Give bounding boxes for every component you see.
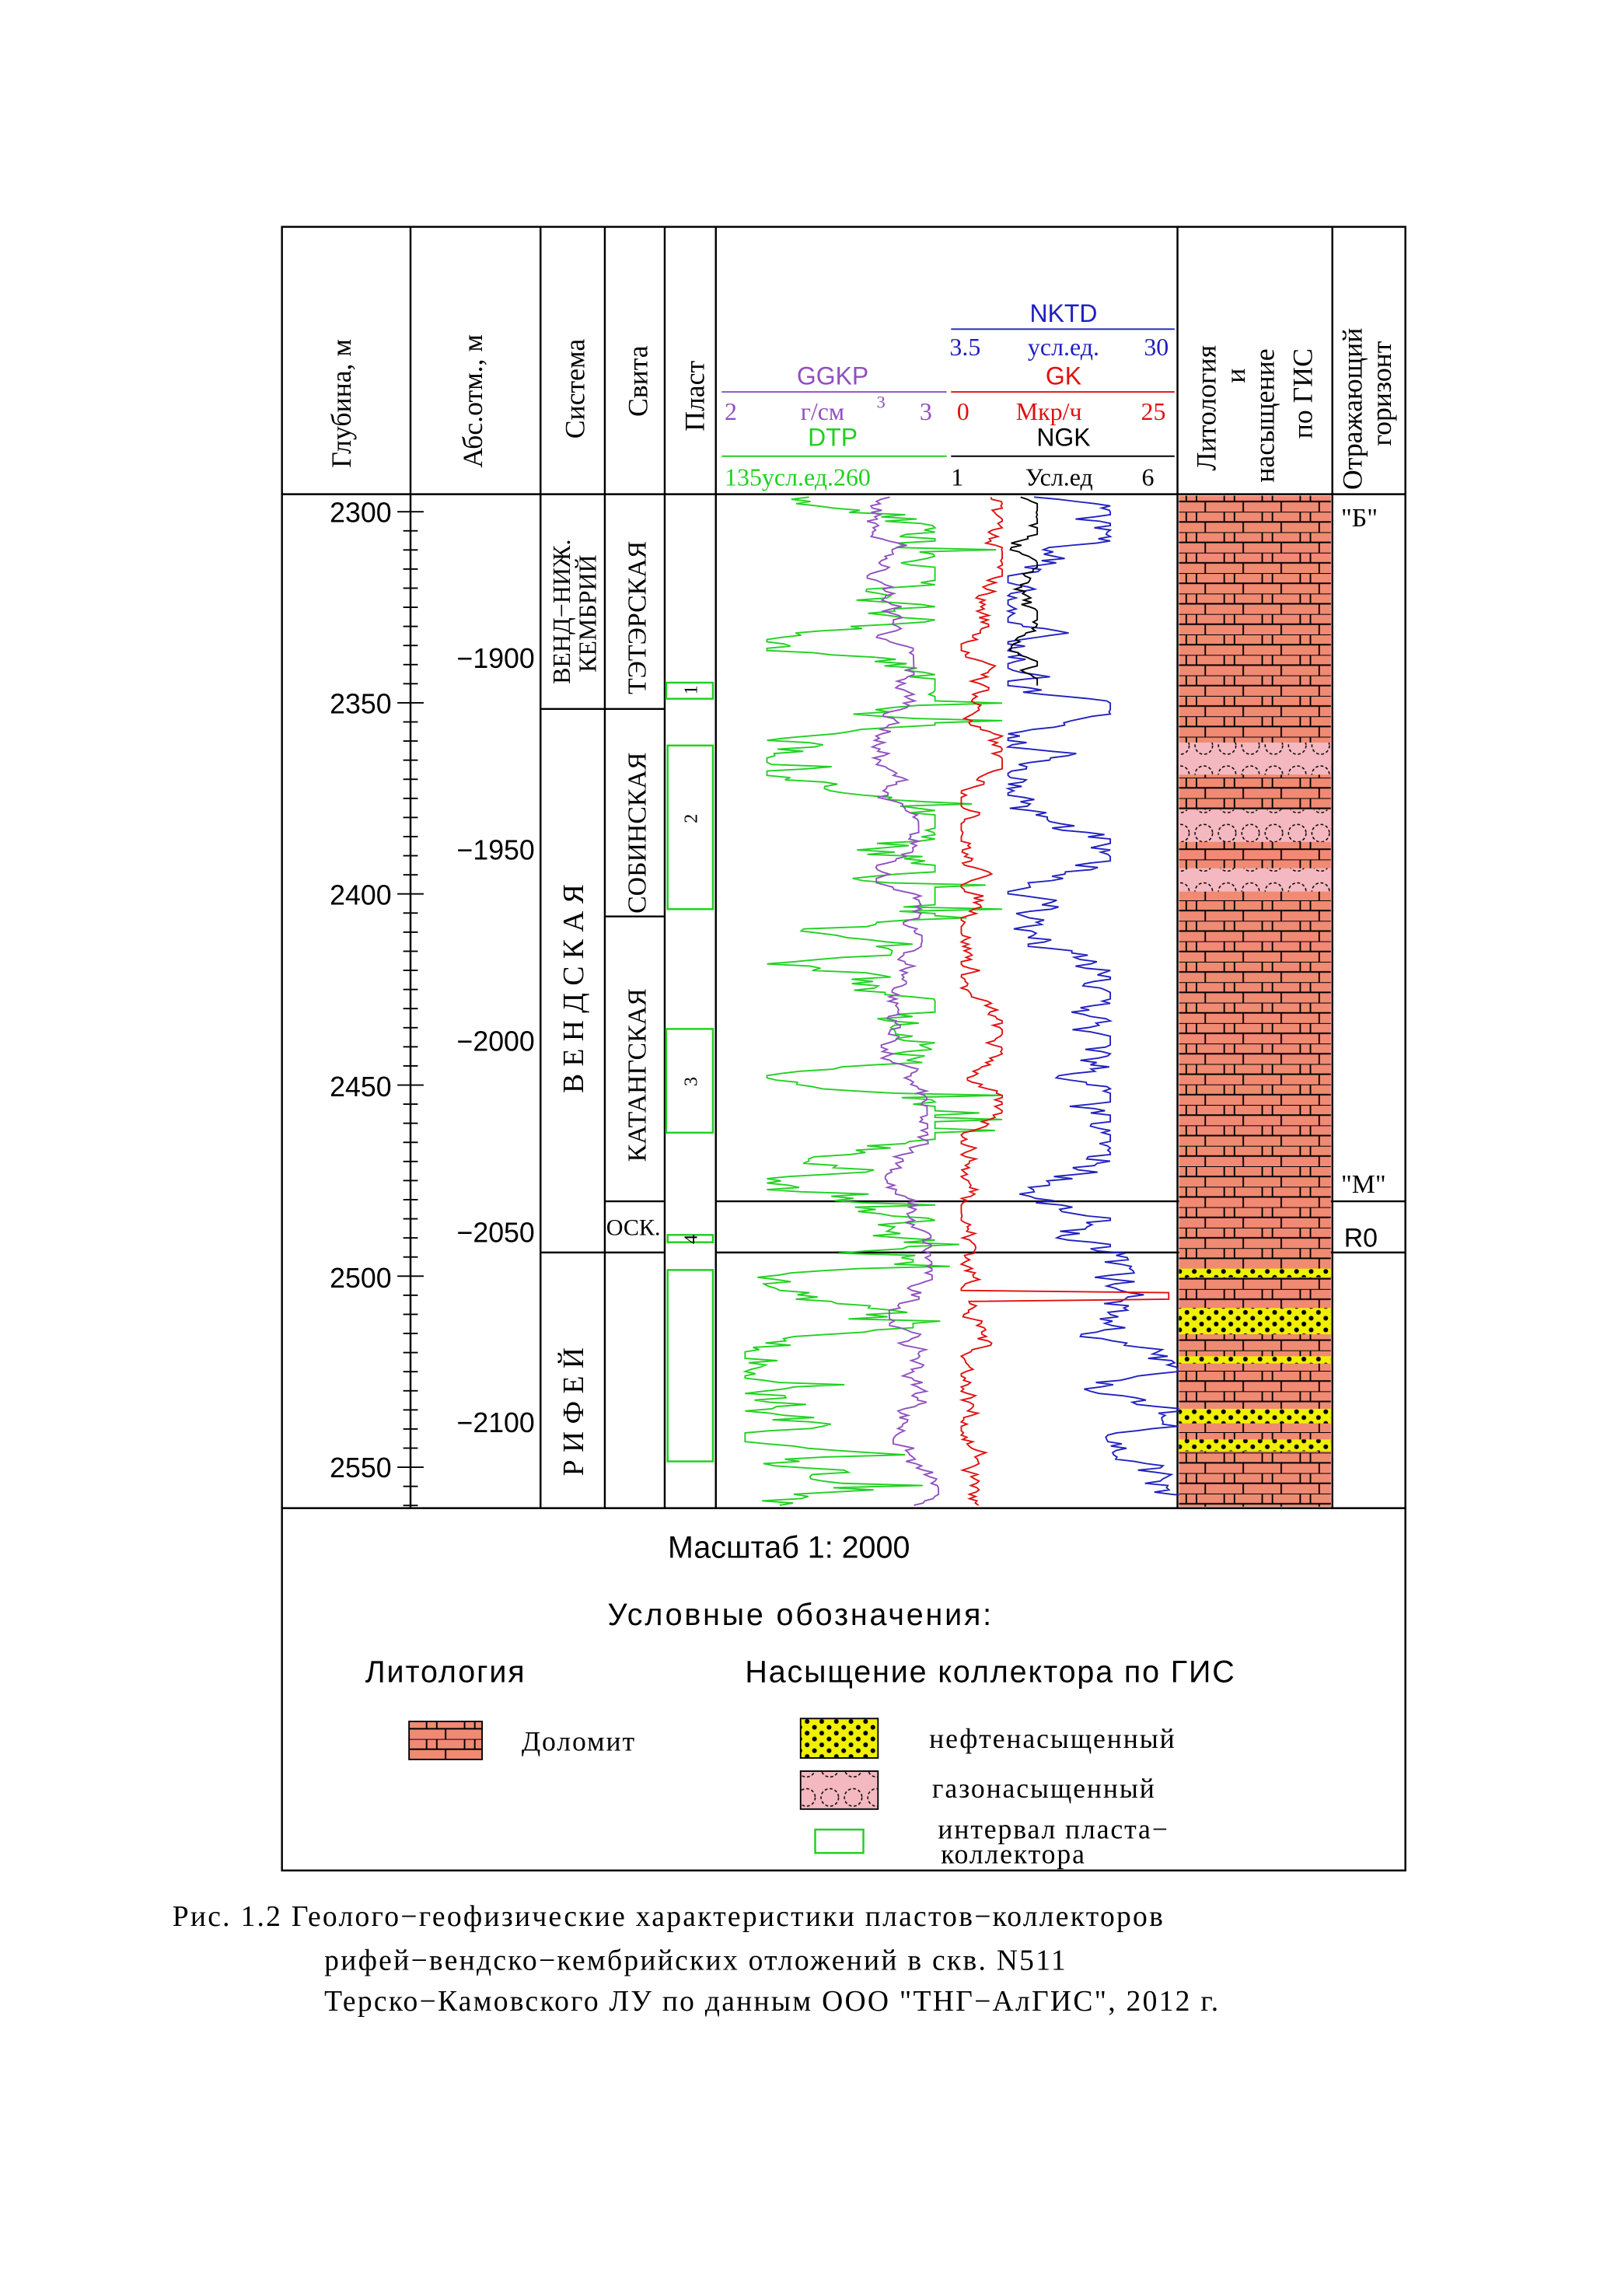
dolomite-label: Доломит — [522, 1726, 636, 1757]
legend: Масштаб 1: 2000 Условные обозначения: Ли… — [365, 1531, 1235, 1870]
depth-tick-label: 2450 — [330, 1071, 391, 1103]
horizon-r0: R0 — [1344, 1223, 1378, 1253]
gas-swatch — [799, 1770, 879, 1810]
depth-tick-label: 2300 — [330, 497, 391, 528]
abs-tick-label: −2100 — [457, 1407, 535, 1438]
dtp-curve — [742, 496, 1003, 1506]
oil-swatch — [799, 1718, 879, 1759]
curve-legends: NKTD 3.5 усл.ед. 30 GGKP 2 г/см 3 3 GK 0… — [721, 299, 1175, 491]
oil-label: нефтенасыщенный — [929, 1723, 1176, 1754]
depth-tick-label: 2400 — [330, 880, 391, 911]
suite-osk: ОСК. — [606, 1214, 661, 1240]
ggkp-name: GGKP — [797, 362, 868, 390]
interval-label: интервал пласта− — [938, 1813, 1169, 1844]
oil-interval — [1179, 1308, 1331, 1335]
gas-interval — [1179, 868, 1331, 892]
ggkp-unit-sup: 3 — [876, 393, 885, 412]
layer-label: 4 — [680, 1235, 701, 1244]
nktd-name: NKTD — [1030, 299, 1098, 327]
legend-title: Условные обозначения: — [608, 1598, 994, 1632]
depth-tick-label: 2500 — [330, 1263, 391, 1294]
suites: ТЭТЭРСКАЯ СОБИНСКАЯ КАТАНГСКАЯ ОСК. — [606, 541, 661, 1241]
ngk-max: 6 — [1142, 463, 1155, 491]
gk-curve — [959, 497, 1170, 1506]
suite-sobinskaya: СОБИНСКАЯ — [624, 753, 652, 914]
abs-tick-label: −1950 — [457, 834, 535, 865]
dtp-range: 135усл.ед.260 — [725, 463, 871, 491]
horizons: "Б" "М" R0 — [1341, 504, 1386, 1253]
gas-interval — [1179, 743, 1331, 775]
ngk-name: NGK — [1036, 424, 1090, 452]
saturation-title: Насыщение коллектора по ГИС — [745, 1655, 1235, 1689]
layer-label: 3 — [680, 1077, 701, 1086]
nktd-max: 30 — [1144, 334, 1169, 361]
abs-tick-label: −1900 — [457, 643, 535, 674]
layer-label: 1 — [680, 685, 701, 694]
abs-scale: −1900 −1950 −2000 −2050 −2100 — [457, 643, 535, 1438]
system-vendian: В Е Н Д С К А Я — [558, 884, 590, 1093]
header-lithology: Литология — [1190, 345, 1221, 471]
systems: ВЕНД−НИЖ. КЕМБРИЙ В Е Н Д С К А Я Р И Ф … — [548, 539, 602, 1476]
suite-katangskaya: КАТАНГСКАЯ — [624, 988, 652, 1162]
layer-label: 2 — [680, 814, 701, 823]
ngk-curve — [1008, 496, 1039, 686]
scale-label: Масштаб 1: 2000 — [668, 1531, 910, 1565]
gk-unit: Мкр/ч — [1016, 398, 1082, 425]
depth-scale: 2300 2350 2400 2450 2500 2550 — [330, 497, 424, 1507]
header-abs: Абс.отм., м — [457, 334, 488, 468]
gk-name: GK — [1046, 362, 1081, 390]
ggkp-min: 2 — [725, 398, 737, 425]
header-lithology: по ГИС — [1287, 348, 1318, 439]
lithology-title: Литология — [365, 1655, 526, 1689]
gas-label: газонасыщенный — [932, 1773, 1156, 1804]
oil-interval — [1179, 1408, 1331, 1424]
dolomite-swatch — [408, 1721, 484, 1760]
header-lithology: насыщение — [1249, 348, 1280, 482]
nktd-min: 3.5 — [949, 334, 980, 361]
gk-min: 0 — [957, 398, 969, 425]
oil-interval — [1179, 1268, 1331, 1277]
oil-interval — [1179, 1356, 1331, 1364]
depth-tick-label: 2550 — [330, 1452, 391, 1483]
header-suite: Свита — [622, 345, 653, 417]
gk-max: 25 — [1141, 398, 1166, 425]
ngk-min: 1 — [951, 463, 963, 491]
system-vend-cambrian: ВЕНД−НИЖ. — [548, 539, 575, 683]
suite-teterskaya: ТЭТЭРСКАЯ — [624, 541, 652, 694]
interval-label: коллектора — [941, 1838, 1086, 1869]
caption-line: рифей−вендско−кембрийских отложений в ск… — [324, 1945, 1067, 1976]
header-layer: Пласт — [679, 361, 711, 432]
interval-swatch — [814, 1828, 865, 1854]
nktd-unit: усл.ед. — [1028, 334, 1099, 361]
header-system: Система — [560, 339, 591, 439]
system-vend-cambrian: КЕМБРИЙ — [575, 554, 602, 672]
header-horizon: горизонт — [1366, 341, 1397, 446]
header-horizon: Отражающий — [1336, 328, 1368, 490]
caption-line: Терско−Камовского ЛУ по данным ООО "ТНГ−… — [324, 1986, 1220, 2018]
caption-line: Рис. 1.2 Геолого−геофизические характери… — [173, 1901, 1165, 1933]
oil-interval — [1179, 1439, 1331, 1452]
header-lithology: и — [1220, 369, 1251, 383]
lithology-column — [1179, 495, 1331, 1507]
ngk-unit: Усл.ед — [1025, 463, 1093, 491]
gas-interval — [1179, 809, 1331, 842]
header-depth: Глубина, м — [326, 339, 357, 468]
depth-tick-label: 2350 — [330, 688, 391, 719]
nktd-curve — [1004, 496, 1202, 1506]
dtp-name: DTP — [808, 424, 858, 452]
abs-tick-label: −2000 — [457, 1026, 535, 1057]
horizon-m: "М" — [1341, 1170, 1386, 1199]
horizon-b: "Б" — [1341, 504, 1378, 533]
log-curves — [742, 496, 1202, 1506]
caption: Рис. 1.2 Геолого−геофизические характери… — [173, 1901, 1220, 2018]
ggkp-curve — [866, 496, 940, 1506]
column-headers: Глубина, м Абс.отм., м Система Свита Пла… — [326, 328, 1397, 490]
layers: 1 2 3 4 — [665, 681, 714, 1463]
abs-tick-label: −2050 — [457, 1218, 535, 1249]
ggkp-unit: г/см — [801, 398, 844, 425]
system-riphean: Р И Ф Е Й — [557, 1347, 590, 1476]
ggkp-max: 3 — [920, 398, 932, 425]
